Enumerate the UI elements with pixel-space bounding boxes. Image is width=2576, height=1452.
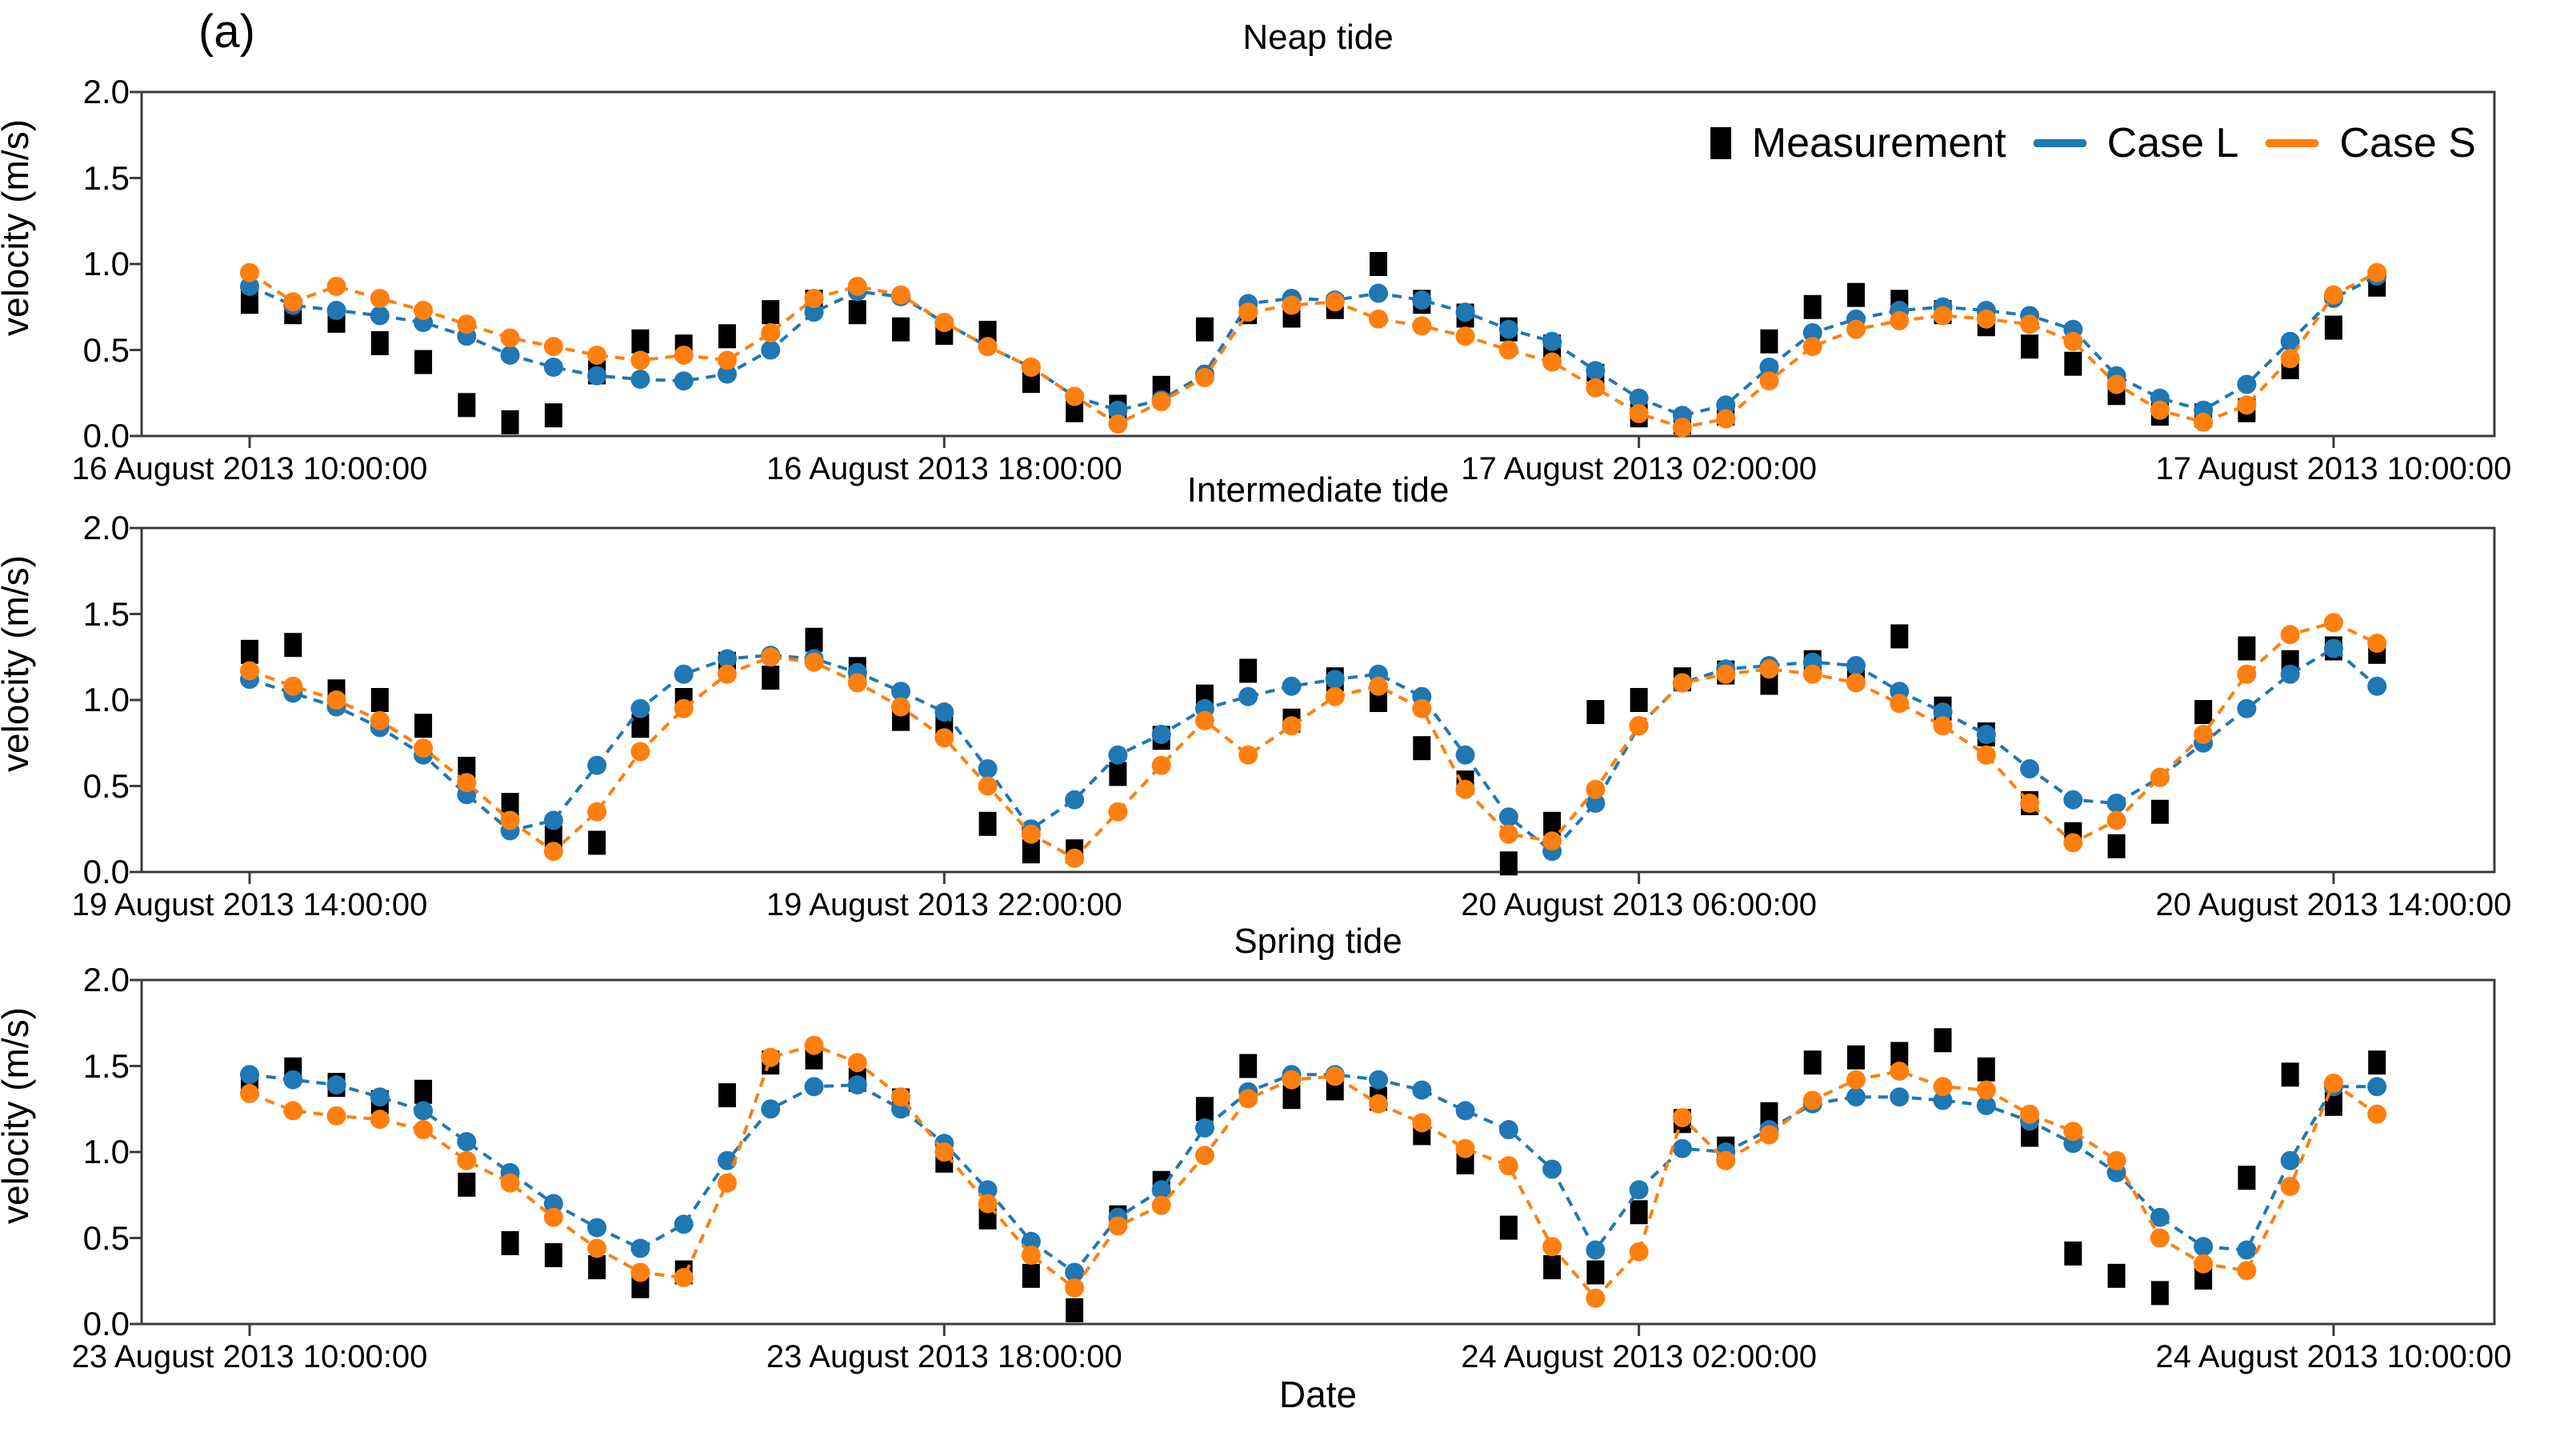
x-tick-label: 19 August 2013 14:00:00: [71, 887, 428, 922]
x-tick-label: 17 August 2013 10:00:00: [2155, 451, 2512, 486]
y-tick-label: 1.5: [82, 594, 130, 633]
case-s-line-icon: [2266, 139, 2319, 147]
y-tick-label: 0.5: [82, 330, 130, 369]
y-tick-label: 0.0: [82, 1305, 130, 1342]
x-tick-label: 23 August 2013 10:00:00: [71, 1339, 428, 1374]
x-axis-label: Date: [1278, 1374, 1358, 1415]
legend-item-case-l: Case L: [2033, 119, 2239, 167]
x-tick-label: 17 August 2013 02:00:00: [1461, 451, 1818, 486]
y-tick-label: 0.0: [82, 853, 130, 890]
y-tick-label: 1.5: [82, 1046, 130, 1085]
y-tick-label: 2.0: [82, 961, 130, 998]
y-tick-label: 1.0: [82, 681, 130, 718]
panel-title-spring: Spring tide: [1234, 922, 1402, 961]
spring-tide-plot: [130, 978, 2496, 1336]
x-tick-label: 24 August 2013 02:00:00: [1461, 1339, 1818, 1374]
y-tick-label: 0.5: [82, 766, 130, 805]
x-tick-label: 16 August 2013 10:00:00: [71, 451, 428, 486]
x-tick-label: 23 August 2013 18:00:00: [766, 1339, 1122, 1374]
legend: Measurement Case L Case S: [1504, 114, 2476, 173]
x-tick-label: 19 August 2013 22:00:00: [766, 887, 1122, 922]
measurement-square-icon: [1710, 127, 1731, 159]
y-tick-label: 0.0: [82, 417, 130, 454]
y-tick-label: 0.5: [82, 1218, 130, 1257]
y-axis-label: velocity (m/s): [0, 1007, 36, 1224]
panel-title-intermediate: Intermediate tide: [1186, 470, 1450, 510]
x-tick-label: 20 August 2013 06:00:00: [1461, 887, 1818, 922]
x-tick-label: 24 August 2013 10:00:00: [2155, 1339, 2512, 1374]
y-axis-label: velocity (m/s): [0, 119, 36, 336]
legend-item-case-s: Case S: [2266, 119, 2476, 167]
case-l-line-icon: [2033, 139, 2086, 147]
y-tick-label: 1.0: [82, 245, 130, 282]
y-tick-label: 1.5: [82, 158, 130, 197]
neap-tide-plot: [130, 90, 2496, 448]
legend-label-case-l: Case L: [2106, 120, 2239, 166]
y-tick-label: 2.0: [82, 73, 130, 110]
y-tick-label: 1.0: [82, 1133, 130, 1170]
x-tick-label: 20 August 2013 14:00:00: [2155, 887, 2512, 922]
y-tick-label: 2.0: [82, 509, 130, 546]
y-axis-label: velocity (m/s): [0, 555, 36, 772]
panel-title-neap: Neap tide: [1242, 18, 1394, 57]
intermediate-tide-plot: [130, 526, 2496, 884]
legend-item-measurement: Measurement: [1710, 119, 2006, 167]
figure-label: (a): [198, 6, 255, 58]
x-tick-label: 16 August 2013 18:00:00: [766, 451, 1122, 486]
legend-label-case-s: Case S: [2339, 120, 2476, 166]
legend-label-measurement: Measurement: [1751, 120, 2006, 166]
